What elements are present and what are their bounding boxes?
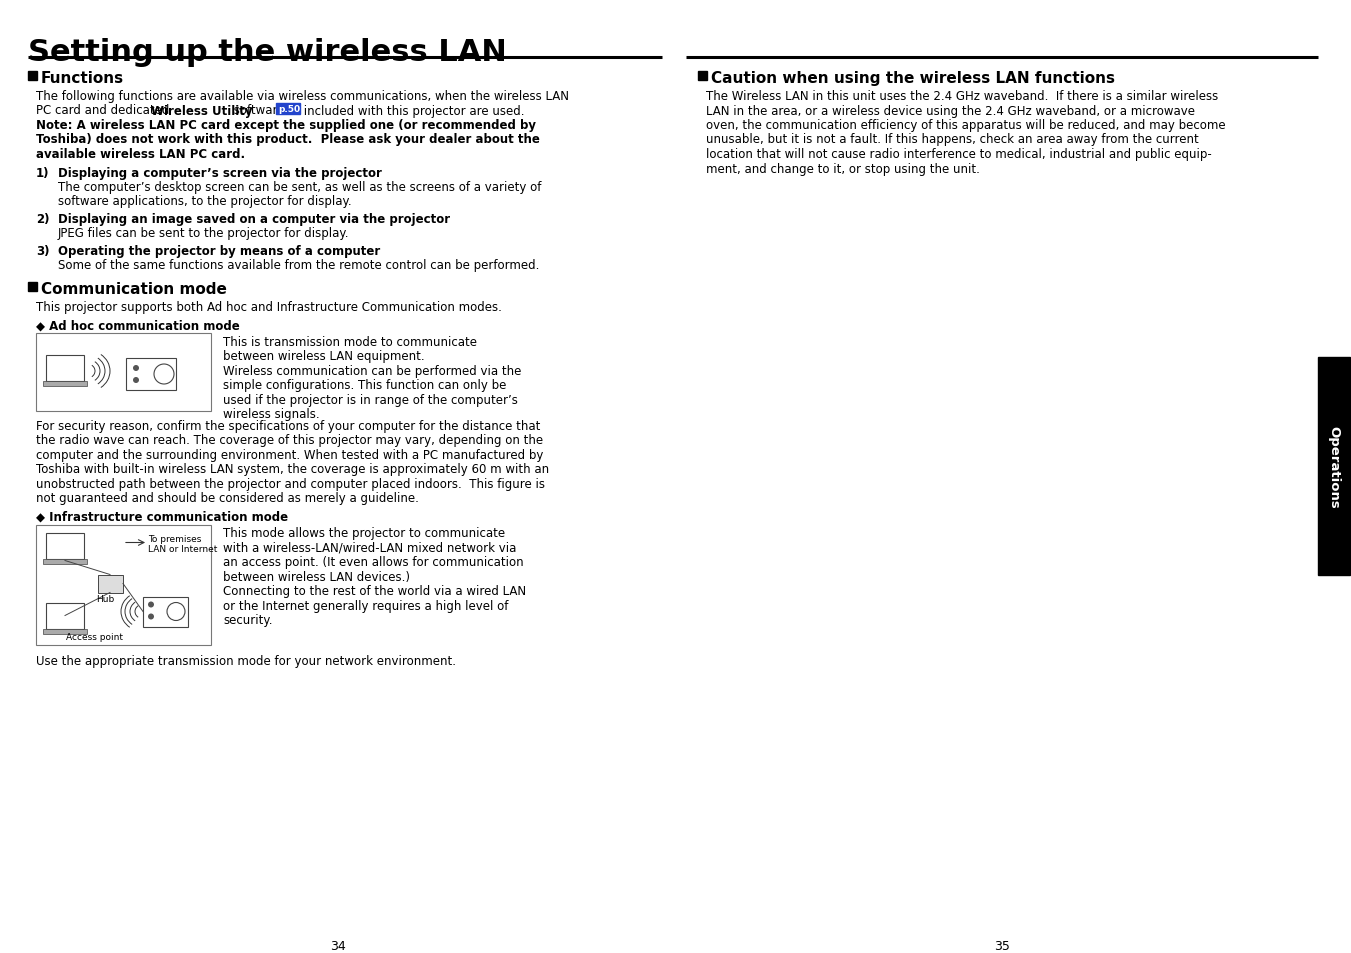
Text: Operating the projector by means of a computer: Operating the projector by means of a co… <box>58 245 380 257</box>
Text: 2): 2) <box>36 213 50 226</box>
Circle shape <box>132 377 139 384</box>
Circle shape <box>149 614 154 619</box>
Text: simple configurations. This function can only be: simple configurations. This function can… <box>223 379 507 392</box>
Text: ment, and change to it, or stop using the unit.: ment, and change to it, or stop using th… <box>707 162 979 175</box>
Text: included with this projector are used.: included with this projector are used. <box>300 105 524 117</box>
Text: or the Internet generally requires a high level of: or the Internet generally requires a hig… <box>223 599 508 613</box>
Text: unusable, but it is not a fault. If this happens, check an area away from the cu: unusable, but it is not a fault. If this… <box>707 133 1198 147</box>
Bar <box>276 103 300 114</box>
Text: used if the projector is in range of the computer’s: used if the projector is in range of the… <box>223 394 517 407</box>
Bar <box>143 597 188 627</box>
Text: an access point. (It even allows for communication: an access point. (It even allows for com… <box>223 556 524 569</box>
Text: Displaying an image saved on a computer via the projector: Displaying an image saved on a computer … <box>58 213 450 226</box>
Text: between wireless LAN equipment.: between wireless LAN equipment. <box>223 350 424 363</box>
Text: 1): 1) <box>36 167 50 179</box>
Text: LAN in the area, or a wireless device using the 2.4 GHz waveband, or a microwave: LAN in the area, or a wireless device us… <box>707 105 1196 117</box>
Bar <box>28 283 36 292</box>
Text: software applications, to the projector for display.: software applications, to the projector … <box>58 195 351 209</box>
Text: LAN or Internet: LAN or Internet <box>149 545 218 554</box>
Text: computer and the surrounding environment. When tested with a PC manufactured by: computer and the surrounding environment… <box>36 449 543 461</box>
Text: with a wireless-LAN/wired-LAN mixed network via: with a wireless-LAN/wired-LAN mixed netw… <box>223 541 516 555</box>
Bar <box>46 533 84 558</box>
Text: The Wireless LAN in this unit uses the 2.4 GHz waveband.  If there is a similar : The Wireless LAN in this unit uses the 2… <box>707 90 1219 103</box>
Text: Hub: Hub <box>96 595 115 604</box>
Text: ◆ Infrastructure communication mode: ◆ Infrastructure communication mode <box>36 511 288 523</box>
Text: wireless signals.: wireless signals. <box>223 408 320 421</box>
Text: software: software <box>230 105 288 117</box>
Text: location that will not cause radio interference to medical, industrial and publi: location that will not cause radio inter… <box>707 148 1212 161</box>
Text: Setting up the wireless LAN: Setting up the wireless LAN <box>28 38 507 67</box>
Text: ◆ Ad hoc communication mode: ◆ Ad hoc communication mode <box>36 319 239 333</box>
Text: Toshiba) does not work with this product.  Please ask your dealer about the: Toshiba) does not work with this product… <box>36 133 540 147</box>
Text: Use the appropriate transmission mode for your network environment.: Use the appropriate transmission mode fo… <box>36 655 457 668</box>
Text: The computer’s desktop screen can be sent, as well as the screens of a variety o: The computer’s desktop screen can be sen… <box>58 181 542 193</box>
Text: oven, the communication efficiency of this apparatus will be reduced, and may be: oven, the communication efficiency of th… <box>707 119 1225 132</box>
Text: Functions: Functions <box>41 71 124 86</box>
Text: To premises: To premises <box>149 535 201 544</box>
Text: Connecting to the rest of the world via a wired LAN: Connecting to the rest of the world via … <box>223 585 526 598</box>
Bar <box>698 71 707 81</box>
Bar <box>1319 357 1350 576</box>
Bar <box>43 381 86 387</box>
Text: Communication mode: Communication mode <box>41 282 227 296</box>
Circle shape <box>149 602 154 608</box>
Text: JPEG files can be sent to the projector for display.: JPEG files can be sent to the projector … <box>58 227 350 240</box>
Circle shape <box>132 366 139 372</box>
Bar <box>28 71 36 81</box>
Text: Access point: Access point <box>66 633 123 641</box>
Text: between wireless LAN devices.): between wireless LAN devices.) <box>223 571 409 583</box>
Text: This mode allows the projector to communicate: This mode allows the projector to commun… <box>223 527 505 540</box>
Text: security.: security. <box>223 614 273 627</box>
Text: available wireless LAN PC card.: available wireless LAN PC card. <box>36 148 245 161</box>
Text: the radio wave can reach. The coverage of this projector may vary, depending on : the radio wave can reach. The coverage o… <box>36 434 543 447</box>
Bar <box>46 355 84 381</box>
Bar <box>43 629 86 634</box>
Bar <box>46 603 84 629</box>
Text: Note: A wireless LAN PC card except the supplied one (or recommended by: Note: A wireless LAN PC card except the … <box>36 119 536 132</box>
Text: Wireless Utility: Wireless Utility <box>151 105 253 117</box>
Text: 35: 35 <box>994 939 1011 952</box>
Text: This projector supports both Ad hoc and Infrastructure Communication modes.: This projector supports both Ad hoc and … <box>36 301 501 314</box>
Text: not guaranteed and should be considered as merely a guideline.: not guaranteed and should be considered … <box>36 492 419 505</box>
Bar <box>43 558 86 564</box>
Text: unobstructed path between the projector and computer placed indoors.  This figur: unobstructed path between the projector … <box>36 477 544 491</box>
Text: p.50: p.50 <box>278 105 300 113</box>
Text: Displaying a computer’s screen via the projector: Displaying a computer’s screen via the p… <box>58 167 382 179</box>
Text: 34: 34 <box>330 939 346 952</box>
Text: Caution when using the wireless LAN functions: Caution when using the wireless LAN func… <box>711 71 1115 86</box>
Bar <box>99 575 123 593</box>
Bar <box>126 358 176 391</box>
Text: Wireless communication can be performed via the: Wireless communication can be performed … <box>223 365 521 377</box>
Bar <box>36 525 211 645</box>
Text: Operations: Operations <box>1328 425 1340 508</box>
Bar <box>36 334 211 412</box>
Text: PC card and dedicated: PC card and dedicated <box>36 105 173 117</box>
Text: The following functions are available via wireless communications, when the wire: The following functions are available vi… <box>36 90 569 103</box>
Text: This is transmission mode to communicate: This is transmission mode to communicate <box>223 335 477 349</box>
Text: Some of the same functions available from the remote control can be performed.: Some of the same functions available fro… <box>58 259 539 273</box>
Text: Toshiba with built-in wireless LAN system, the coverage is approximately 60 m wi: Toshiba with built-in wireless LAN syste… <box>36 463 549 476</box>
Text: 3): 3) <box>36 245 50 257</box>
Text: For security reason, confirm the specifications of your computer for the distanc: For security reason, confirm the specifi… <box>36 419 540 433</box>
